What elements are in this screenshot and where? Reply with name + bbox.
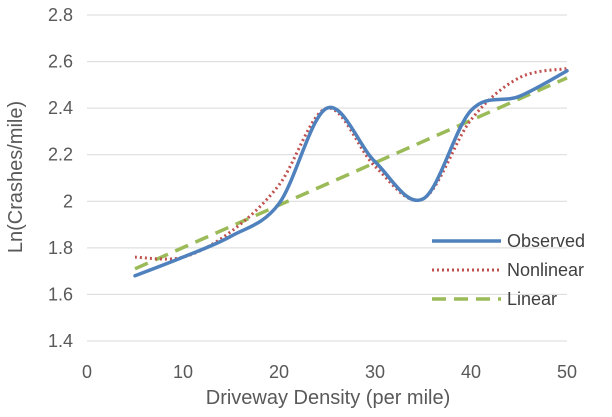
y-axis-title: Ln(Crashes/mile) — [5, 101, 27, 253]
legend-label-nonlinear: Nonlinear — [507, 260, 584, 280]
x-tick-label: 50 — [557, 362, 577, 382]
y-tick-label: 2 — [63, 191, 73, 211]
x-tick-label: 10 — [173, 362, 193, 382]
legend: Observed Nonlinear Linear — [432, 231, 585, 309]
x-axis-ticks: 0 10 20 30 40 50 — [82, 362, 577, 382]
series-line-observed — [133, 69, 569, 278]
y-tick-label: 2.8 — [48, 5, 73, 25]
x-axis-title: Driveway Density (per mile) — [206, 387, 451, 409]
y-tick-label: 1.8 — [48, 238, 73, 258]
y-tick-label: 1.6 — [48, 284, 73, 304]
series-line-nonlinear — [134, 67, 568, 261]
y-tick-label: 2.2 — [48, 145, 73, 165]
gridlines — [87, 14, 567, 342]
legend-label-linear: Linear — [507, 289, 557, 309]
y-tick-label: 1.4 — [48, 331, 73, 351]
legend-label-observed: Observed — [507, 231, 585, 251]
x-tick-label: 30 — [365, 362, 385, 382]
x-tick-label: 40 — [461, 362, 481, 382]
y-tick-label: 2.4 — [48, 98, 73, 118]
series-lines — [133, 67, 569, 278]
x-tick-label: 0 — [82, 362, 92, 382]
series-line-linear — [134, 76, 568, 271]
y-tick-label: 2.6 — [48, 52, 73, 72]
x-tick-label: 20 — [269, 362, 289, 382]
y-axis-ticks: 1.4 1.6 1.8 2 2.2 2.4 2.6 2.8 — [48, 5, 73, 351]
